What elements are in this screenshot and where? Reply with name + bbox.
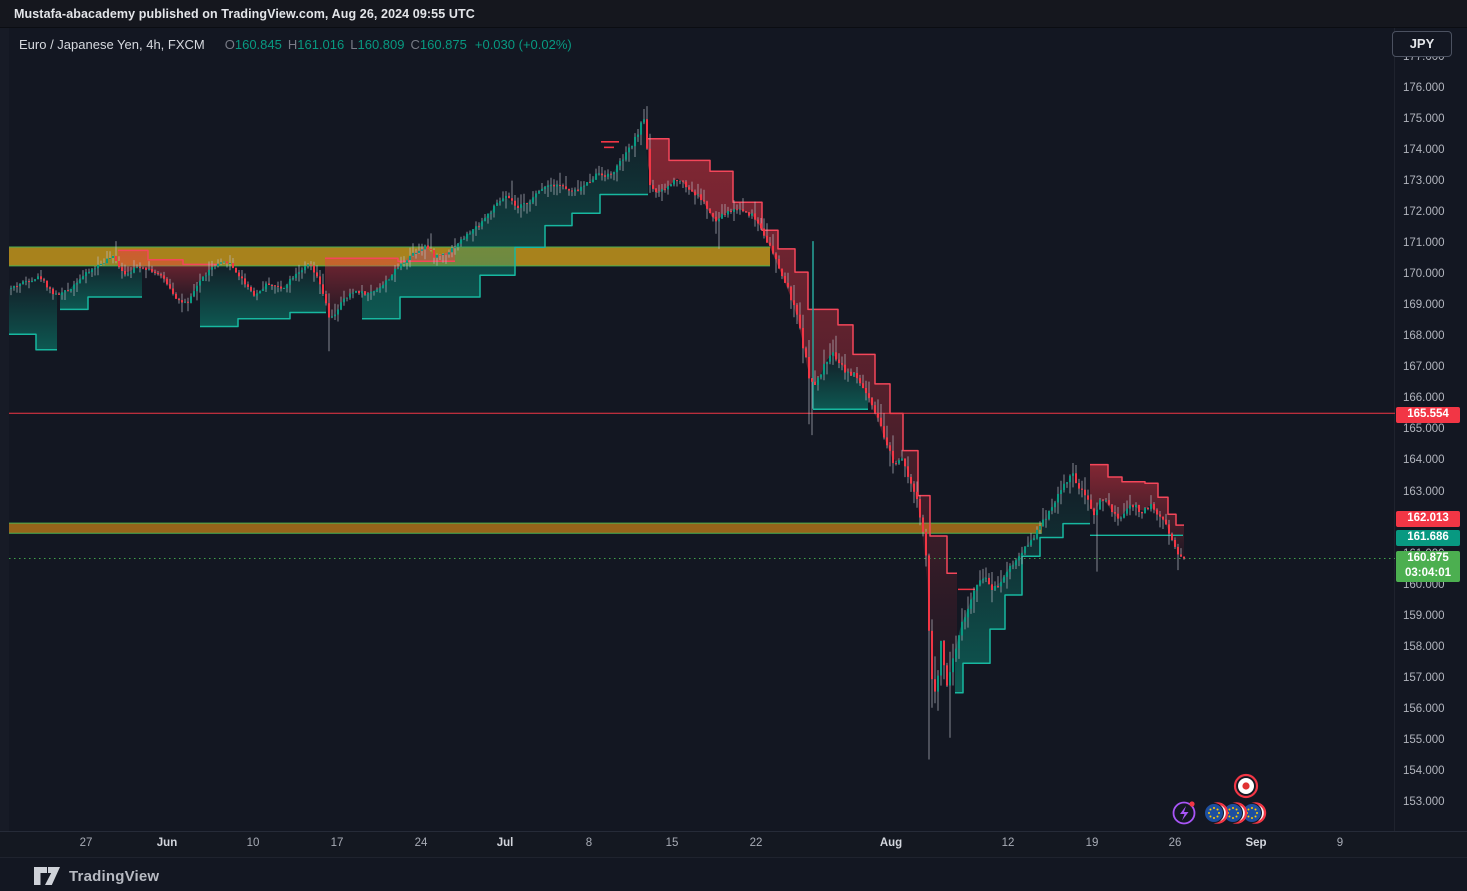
price-axis-label: 174.000 <box>1403 144 1445 157</box>
pane-left-edge <box>0 28 9 831</box>
high-label: H <box>287 37 298 52</box>
chart-pane[interactable]: Euro / Japanese Yen, 4h, FXCM O160.845 H16… <box>0 28 1467 831</box>
low-value: 160.809 <box>357 37 405 52</box>
japan-flag-icon <box>1233 773 1259 799</box>
price-chart[interactable] <box>0 28 1395 831</box>
time-axis-label: Sep <box>1245 837 1267 849</box>
price-axis-label: 156.000 <box>1403 702 1445 715</box>
uptrend-cloud <box>955 476 1090 693</box>
time-axis-label: 12 <box>1001 837 1015 849</box>
uptrend-cloud <box>200 262 326 327</box>
attribution-bar: TradingView <box>0 857 1467 891</box>
uptrend-cloud <box>362 120 648 319</box>
eurjpy-pair-icon <box>1204 802 1229 824</box>
price-axis-label: 163.000 <box>1403 485 1445 498</box>
price-axis-label: 173.000 <box>1403 175 1445 188</box>
time-axis-label: 8 <box>585 837 593 849</box>
price-axis-label: 153.000 <box>1403 795 1445 808</box>
time-axis-label: 17 <box>330 837 344 849</box>
time-axis-label: Aug <box>879 837 903 849</box>
time-axis-label: 24 <box>414 837 428 849</box>
tradingview-brand-text: TradingView <box>69 867 160 885</box>
time-axis-label: 9 <box>1336 837 1344 849</box>
publication-bar: Mustafa-abacademy published on TradingVi… <box>0 0 1467 28</box>
symbol-title: Euro / Japanese Yen, 4h, FXCM <box>19 37 205 52</box>
time-axis-label: 22 <box>749 837 763 849</box>
price-axis-label: 158.000 <box>1403 640 1445 653</box>
change-value: +0.030 (+0.02%) <box>474 37 572 52</box>
time-axis-label: Jun <box>156 837 178 849</box>
close-value: 160.875 <box>419 37 467 52</box>
low-label: L <box>350 37 358 52</box>
price-axis-label: 175.000 <box>1403 113 1445 126</box>
tradingview-logo-icon <box>34 867 60 885</box>
downtrend-cloud <box>1090 464 1184 559</box>
price-axis-label: 165.000 <box>1403 423 1445 436</box>
price-axis-label: 164.000 <box>1403 454 1445 467</box>
price-badge: 165.554 <box>1396 407 1460 424</box>
countdown-price-badge: 160.875 03:04:01 <box>1396 550 1460 582</box>
price-badge: 161.686 <box>1396 530 1460 547</box>
price-zone <box>9 246 770 266</box>
open-label: O <box>224 37 235 52</box>
high-value: 161.016 <box>297 37 345 52</box>
time-axis-label: 26 <box>1168 837 1182 849</box>
price-axis-label: 169.000 <box>1403 299 1445 312</box>
tradingview-brand[interactable]: TradingView <box>33 864 159 888</box>
time-axis-label: 19 <box>1085 837 1099 849</box>
time-axis-label: 10 <box>246 837 260 849</box>
symbol-legend: Euro / Japanese Yen, 4h, FXCM O160.845 H16… <box>19 37 572 52</box>
uptrend-cloud <box>9 277 57 350</box>
price-axis-label: 167.000 <box>1403 361 1445 374</box>
close-label: C <box>410 37 420 52</box>
chart-reaction-icons <box>1172 773 1267 825</box>
currency-unit-button[interactable]: JPY <box>1392 31 1452 57</box>
price-badge: 162.013 <box>1396 511 1460 528</box>
price-axis-label: 166.000 <box>1403 392 1445 405</box>
time-axis-label: 27 <box>79 837 93 849</box>
price-axis-label: 172.000 <box>1403 206 1445 219</box>
open-value: 160.845 <box>234 37 282 52</box>
price-axis-label: 154.000 <box>1403 764 1445 777</box>
price-axis-label: 157.000 <box>1403 671 1445 684</box>
price-zone <box>9 523 1042 534</box>
price-axis[interactable]: 177.000176.000175.000174.000173.000172.0… <box>1395 28 1467 831</box>
time-axis-label: Jul <box>496 837 514 849</box>
price-axis-label: 168.000 <box>1403 330 1445 343</box>
ideas-flash-icon[interactable] <box>1172 801 1196 825</box>
price-axis-label: 176.000 <box>1403 82 1445 94</box>
axis-separator <box>1394 28 1395 831</box>
time-axis[interactable]: 27 Jun 10 17 24 Jul 8 15 22 Aug 12 19 26 Sep 9 <box>0 831 1467 857</box>
candle-bodies <box>10 119 1185 692</box>
price-axis-label: 159.000 <box>1403 609 1445 622</box>
price-axis-label: 170.000 <box>1403 268 1445 281</box>
price-axis-label: 155.000 <box>1403 733 1445 746</box>
time-axis-label: 15 <box>665 837 679 849</box>
downtrend-cloud <box>325 245 455 322</box>
price-axis-label: 171.000 <box>1403 237 1445 250</box>
